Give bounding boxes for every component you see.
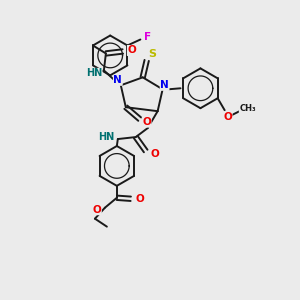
Text: F: F (144, 32, 151, 41)
Text: O: O (142, 117, 151, 127)
Text: O: O (223, 112, 232, 122)
Text: N: N (113, 75, 122, 85)
Text: O: O (135, 194, 144, 204)
Text: S: S (149, 50, 157, 59)
Text: O: O (150, 149, 159, 159)
Text: HN: HN (98, 132, 114, 142)
Text: CH₃: CH₃ (239, 104, 256, 113)
Text: O: O (128, 46, 136, 56)
Text: HN: HN (86, 68, 102, 78)
Text: O: O (93, 205, 101, 215)
Text: N: N (160, 80, 169, 90)
